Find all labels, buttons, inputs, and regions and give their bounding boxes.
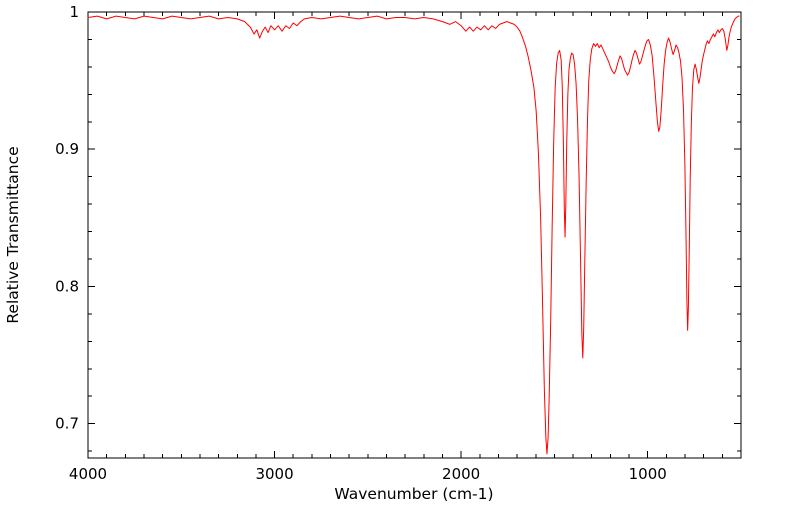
axis-ticks — [87, 11, 742, 458]
y-tick-label: 0.7 — [55, 415, 79, 433]
y-tick-label: 1 — [69, 3, 79, 21]
spectrum-line — [87, 15, 740, 455]
x-tick-label: 4000 — [69, 465, 107, 483]
plot-border — [87, 11, 742, 459]
y-tick-label: 0.8 — [55, 277, 79, 295]
x-axis-label: Wavenumber (cm-1) — [334, 485, 493, 503]
x-tick-label: 2000 — [442, 465, 480, 483]
x-tick-label: 3000 — [255, 465, 293, 483]
y-tick-label: 0.9 — [55, 140, 79, 158]
tick-labels: 4000 3000 2000 1000 0.7 0.8 0.9 1 — [55, 3, 667, 483]
y-axis-label: Relative Transmittance — [4, 146, 22, 323]
x-tick-label: 1000 — [629, 465, 667, 483]
